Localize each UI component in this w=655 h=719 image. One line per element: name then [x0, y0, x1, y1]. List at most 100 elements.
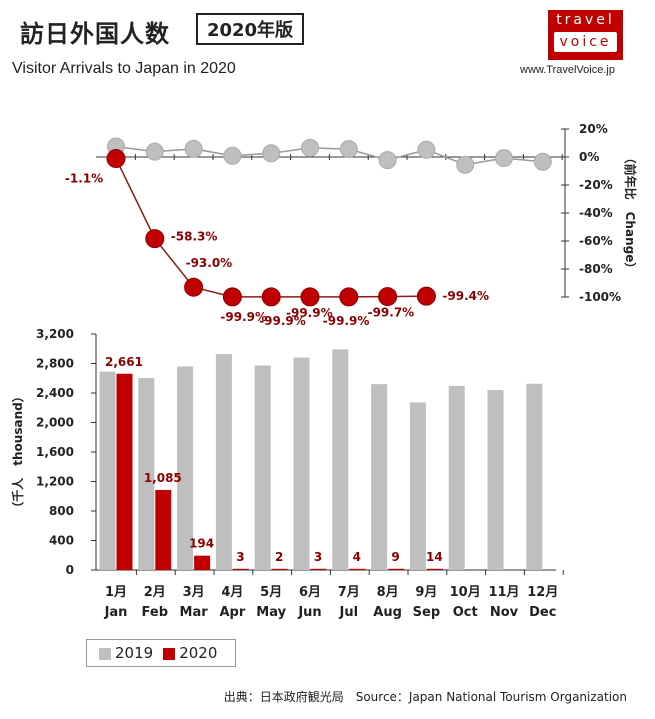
- bar-2020-data-label: 14: [426, 550, 443, 564]
- series-2020-point: [106, 149, 126, 169]
- site-url: www.TravelVoice.jp: [520, 64, 615, 76]
- logo-line2: voice: [554, 32, 617, 52]
- bar-2019-Apr: [215, 354, 232, 570]
- bar-2020-data-label: 9: [391, 550, 399, 564]
- bar-2020-Jun: [310, 568, 327, 570]
- bar-2020-data-label: 194: [189, 537, 214, 551]
- legend-swatch-2020: [163, 647, 176, 660]
- series-2020-data-label: -58.3%: [171, 230, 218, 244]
- series-2020-point: [378, 287, 398, 307]
- series-2020-point: [416, 286, 436, 306]
- bar-x-label-jp: 9月: [415, 585, 437, 600]
- series-2020-data-label: -99.4%: [442, 289, 489, 303]
- series-2020-point: [261, 287, 281, 307]
- bar-x-label-jp: 5月: [260, 585, 282, 600]
- bar-x-label-jp: 6月: [299, 585, 321, 600]
- series-2020-data-label: -99.9%: [286, 306, 333, 320]
- source-note: 出典：日本政府観光局 Source：Japan National Tourism…: [223, 690, 627, 704]
- bar-2020-Jul: [349, 568, 366, 570]
- series-2020-data-label: -1.1%: [65, 172, 103, 186]
- line-y-tick-label: 0%: [579, 150, 599, 164]
- legend-label-2020: 2020: [179, 644, 218, 662]
- series-2020-point: [300, 287, 320, 307]
- series-2019-point: [301, 138, 319, 157]
- bar-2019-Feb: [138, 377, 155, 570]
- bar-x-label-en: Oct: [453, 605, 478, 620]
- series-2019-point: [262, 144, 281, 163]
- bar-y-tick-label: 2,000: [36, 416, 74, 430]
- series-2020-data-label: -99.9%: [220, 310, 267, 324]
- bar-x-label-jp: 3月: [183, 585, 205, 600]
- line-y-tick-label: -40%: [579, 206, 613, 220]
- line-y-tick-label: -20%: [579, 178, 613, 192]
- series-2020-data-label: -99.9%: [259, 314, 306, 328]
- bar-y-tick-label: 2,400: [36, 386, 74, 400]
- bar-x-label-en: Jan: [104, 605, 128, 620]
- bar-y-axis-label: （千人 thousand）: [10, 390, 25, 513]
- bar-2019-Jan: [99, 371, 116, 570]
- series-2020-data-label: -99.9%: [323, 314, 370, 328]
- bar-2020-data-label: 1,085: [144, 471, 182, 485]
- bar-2019-Sep: [409, 402, 426, 570]
- title-badge: 2020年版: [196, 13, 304, 45]
- bar-x-label-en: Feb: [142, 605, 168, 620]
- bar-x-label-en: Nov: [490, 605, 519, 620]
- bar-2020-data-label: 2,661: [105, 355, 143, 369]
- bar-y-tick-label: 2,800: [36, 357, 74, 371]
- series-2019-point: [378, 151, 397, 170]
- series-2019-point: [495, 149, 513, 168]
- bar-2019-Jul: [332, 349, 349, 570]
- bar-x-label-jp: 4月: [221, 585, 243, 600]
- bar-2019-Oct: [448, 385, 465, 570]
- bar-x-label-en: May: [256, 605, 286, 620]
- bar-2019-Mar: [177, 366, 194, 570]
- bar-2020-data-label: 2: [275, 550, 283, 564]
- series-2020-point: [184, 277, 204, 297]
- legend: 2019 2020: [86, 639, 236, 667]
- bar-2020-Aug: [388, 568, 405, 570]
- series-2020-point: [145, 229, 165, 249]
- bar-x-label-jp: 2月: [144, 585, 166, 600]
- bar-y-tick-label: 3,200: [36, 327, 74, 341]
- bar-y-tick-label: 1,600: [36, 445, 74, 459]
- bar-x-label-en: Jun: [297, 605, 321, 620]
- bar-x-label-en: Jul: [339, 605, 359, 620]
- series-2020-point: [222, 287, 242, 307]
- bar-x-label-en: Sep: [413, 605, 441, 620]
- series-2019-point: [184, 139, 203, 158]
- bar-2020-data-label: 4: [353, 550, 361, 564]
- bar-y-tick-label: 400: [49, 534, 74, 548]
- bar-2020-Mar: [194, 555, 211, 570]
- series-2020-point: [339, 287, 359, 307]
- series-2020-data-label: -93.0%: [186, 256, 233, 270]
- bar-x-label-en: Dec: [529, 605, 556, 620]
- bar-x-label-jp: 12月: [527, 585, 558, 600]
- legend-item-2020: 2020: [163, 644, 217, 662]
- bar-2020-Apr: [232, 568, 249, 570]
- bar-2019-Dec: [526, 383, 543, 570]
- bar-2020-May: [271, 568, 288, 570]
- logo-line1: travel: [556, 12, 615, 28]
- series-2019-point: [339, 140, 358, 159]
- bar-2019-Aug: [371, 384, 388, 570]
- bar-2019-Jun: [293, 357, 310, 570]
- bar-2020-data-label: 3: [314, 550, 322, 564]
- line-y-tick-label: 20%: [579, 122, 608, 136]
- series-2020-data-label: -99.7%: [368, 306, 415, 320]
- legend-item-2019: 2019: [99, 644, 153, 662]
- subtitle: Visitor Arrivals to Japan in 2020: [12, 60, 236, 77]
- line-y-tick-label: -80%: [579, 262, 613, 276]
- bar-2019-May: [254, 365, 271, 570]
- series-2019-point: [417, 140, 436, 159]
- bar-2019-Nov: [487, 389, 504, 570]
- bar-y-tick-label: 0: [66, 563, 74, 577]
- series-2019-point: [533, 152, 552, 171]
- bar-x-label-en: Apr: [220, 605, 246, 620]
- bar-y-tick-label: 1,200: [36, 475, 74, 489]
- bar-2020-Jan: [116, 373, 133, 570]
- line-y-tick-label: -60%: [579, 234, 613, 248]
- bar-2020-Feb: [155, 489, 172, 570]
- bar-2020-data-label: 3: [236, 550, 244, 564]
- line-y-tick-label: -100%: [579, 290, 621, 304]
- bar-x-label-en: Aug: [373, 605, 402, 620]
